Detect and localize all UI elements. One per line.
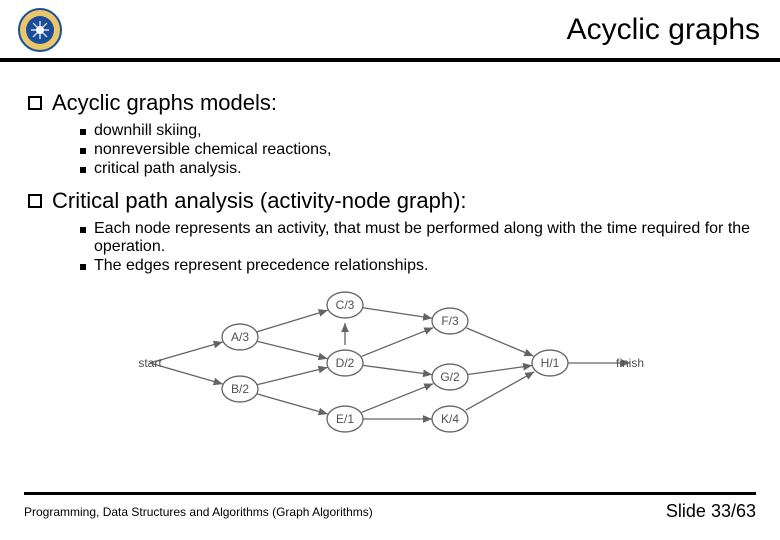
item-text: downhill skiing, bbox=[94, 122, 202, 140]
svg-text:G/2: G/2 bbox=[440, 370, 460, 384]
svg-text:finish: finish bbox=[616, 356, 644, 370]
list-item: nonreversible chemical reactions, bbox=[80, 141, 752, 159]
list-item: critical path analysis. bbox=[80, 160, 752, 178]
list-item: Each node represents an activity, that m… bbox=[80, 220, 752, 256]
heading-text: Critical path analysis (activity-node gr… bbox=[52, 188, 467, 214]
content: Acyclic graphs models: downhill skiing, … bbox=[0, 62, 780, 446]
item-text: The edges represent precedence relations… bbox=[94, 257, 428, 275]
sub-list: downhill skiing, nonreversible chemical … bbox=[80, 122, 752, 178]
svg-text:start: start bbox=[138, 356, 162, 370]
activity-node-graph: start A/3 B/2 C/3 D/2 E/1 F/3 G/2 K/4 H/1 finish bbox=[28, 285, 752, 446]
svg-text:B/2: B/2 bbox=[231, 382, 249, 396]
item-text: nonreversible chemical reactions, bbox=[94, 141, 331, 159]
footer: Programming, Data Structures and Algorit… bbox=[0, 492, 780, 522]
svg-text:H/1: H/1 bbox=[541, 356, 560, 370]
svg-text:A/3: A/3 bbox=[231, 330, 249, 344]
section-heading: Critical path analysis (activity-node gr… bbox=[28, 188, 752, 214]
bullet-solid-icon bbox=[80, 264, 86, 270]
svg-text:K/4: K/4 bbox=[441, 412, 459, 426]
bullet-solid-icon bbox=[80, 129, 86, 135]
footer-rule bbox=[24, 492, 756, 495]
page-title: Acyclic graphs bbox=[567, 13, 760, 47]
bullet-solid-icon bbox=[80, 148, 86, 154]
svg-text:E/1: E/1 bbox=[336, 412, 354, 426]
bullet-solid-icon bbox=[80, 227, 86, 233]
footer-course-text: Programming, Data Structures and Algorit… bbox=[24, 505, 373, 519]
bullet-outline-icon bbox=[28, 96, 42, 110]
item-text: critical path analysis. bbox=[94, 160, 242, 178]
item-text: Each node represents an activity, that m… bbox=[94, 220, 752, 256]
svg-text:F/3: F/3 bbox=[441, 314, 459, 328]
section-heading: Acyclic graphs models: bbox=[28, 90, 752, 116]
list-item: downhill skiing, bbox=[80, 122, 752, 140]
bullet-solid-icon bbox=[80, 167, 86, 173]
bullet-outline-icon bbox=[28, 194, 42, 208]
list-item: The edges represent precedence relations… bbox=[80, 257, 752, 275]
slide-number: Slide 33/63 bbox=[666, 501, 756, 522]
heading-text: Acyclic graphs models: bbox=[52, 90, 277, 116]
svg-text:C/3: C/3 bbox=[336, 298, 355, 312]
svg-text:D/2: D/2 bbox=[336, 356, 355, 370]
header: Acyclic graphs bbox=[0, 0, 780, 62]
seal-logo bbox=[18, 8, 62, 52]
sub-list: Each node represents an activity, that m… bbox=[80, 220, 752, 275]
